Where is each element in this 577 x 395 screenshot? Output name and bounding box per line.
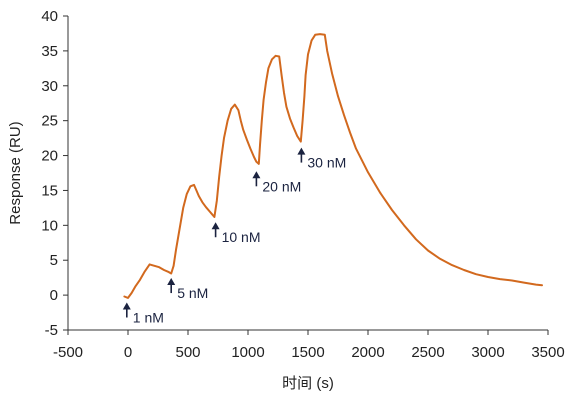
concentration-marker: 1 nM [122, 302, 164, 325]
y-tick-label: 10 [41, 217, 58, 234]
concentration-marker: 30 nM [297, 147, 346, 171]
x-tick-label: 1500 [291, 344, 324, 361]
y-tick-label: 35 [41, 43, 58, 60]
y-axis-title: Response (RU) [7, 121, 24, 224]
concentration-marker: 20 nM [252, 171, 301, 194]
y-tick-label: -5 [45, 322, 58, 339]
annotations: 1 nM 5 nM 10 nM 20 nM 30 nM [122, 147, 346, 325]
concentration-label: 30 nM [307, 155, 346, 171]
y-tick-label: 0 [50, 287, 58, 304]
arrow-head [122, 302, 131, 310]
y-tick-label: 40 [41, 8, 58, 25]
x-tick-label: 0 [124, 344, 132, 361]
y-tick-label: 25 [41, 113, 58, 130]
x-tick-label: 3000 [471, 344, 504, 361]
arrow-head [297, 147, 306, 155]
y-tick-label: 15 [41, 182, 58, 199]
arrow-head [211, 222, 220, 230]
series-group [123, 33, 543, 299]
y-tick-label: 20 [41, 148, 58, 165]
x-tick-label: 2000 [351, 344, 384, 361]
x-tick-label: -500 [53, 344, 83, 361]
x-tick-label: 2500 [411, 344, 444, 361]
x-axis-title: 时间 (s) [282, 375, 334, 392]
concentration-marker: 5 nM [167, 278, 208, 301]
concentration-marker: 10 nM [211, 222, 261, 245]
concentration-label: 20 nM [262, 178, 301, 194]
x-tick-label: 500 [175, 344, 200, 361]
x-tick-label: 1000 [231, 344, 264, 361]
arrow-head [167, 278, 176, 286]
arrow-head [252, 171, 261, 179]
concentration-label: 10 nM [222, 229, 261, 245]
concentration-label: 1 nM [133, 309, 164, 325]
concentration-label: 5 nM [177, 285, 208, 301]
x-tick-label: 3500 [531, 344, 564, 361]
y-tick-label: 5 [50, 252, 58, 269]
axes: -5 0 5 10 15 20 25 30 35 40 -500 0 500 1000 1500 2000 25… [41, 8, 564, 361]
series-line [123, 33, 543, 299]
y-tick-label: 30 [41, 78, 58, 95]
